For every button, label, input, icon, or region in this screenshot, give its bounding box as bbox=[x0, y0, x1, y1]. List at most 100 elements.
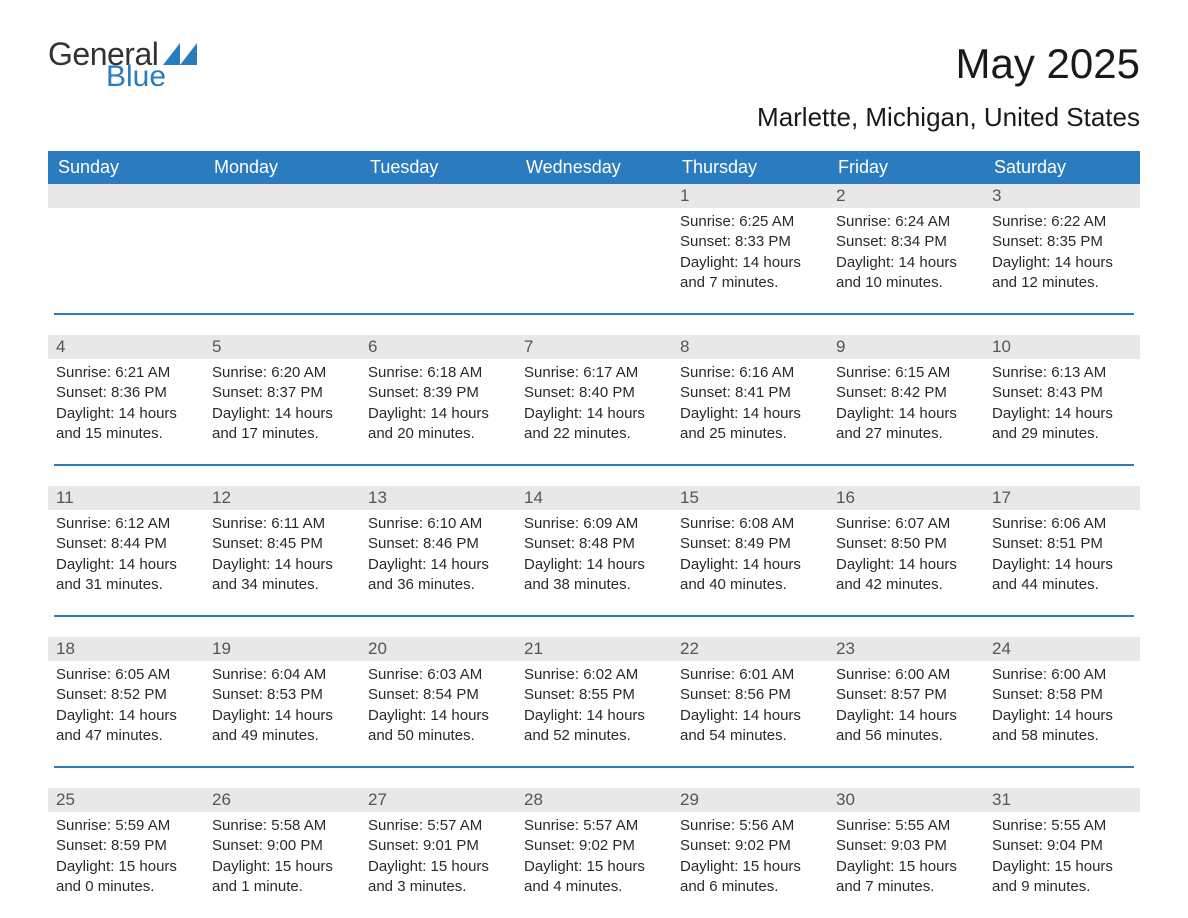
day-details: Sunrise: 6:18 AMSunset: 8:39 PMDaylight:… bbox=[366, 363, 510, 444]
day-sunrise: Sunrise: 6:17 AM bbox=[524, 363, 666, 383]
day-details: Sunrise: 6:12 AMSunset: 8:44 PMDaylight:… bbox=[54, 514, 198, 595]
calendar-day: 27 Sunrise: 5:57 AMSunset: 9:01 PMDayligh… bbox=[360, 788, 516, 917]
day-sunset: Sunset: 8:36 PM bbox=[56, 383, 198, 403]
empty-day-bar bbox=[516, 184, 672, 208]
calendar-day: 18 Sunrise: 6:05 AMSunset: 8:52 PMDayligh… bbox=[48, 637, 204, 766]
day-details: Sunrise: 6:04 AMSunset: 8:53 PMDaylight:… bbox=[210, 665, 354, 746]
day-sunrise: Sunrise: 5:57 AM bbox=[524, 816, 666, 836]
calendar-week: 4Sunrise: 6:21 AMSunset: 8:36 PMDaylight… bbox=[48, 335, 1140, 464]
calendar-day: 9Sunrise: 6:15 AMSunset: 8:42 PMDaylight… bbox=[828, 335, 984, 464]
day-details: Sunrise: 6:05 AMSunset: 8:52 PMDaylight:… bbox=[54, 665, 198, 746]
day-sunset: Sunset: 8:48 PM bbox=[524, 534, 666, 554]
weekday-header: Wednesday bbox=[516, 151, 672, 184]
weekday-header: Sunday bbox=[48, 151, 204, 184]
day-details: Sunrise: 6:03 AMSunset: 8:54 PMDaylight:… bbox=[366, 665, 510, 746]
calendar-day: 2Sunrise: 6:24 AMSunset: 8:34 PMDaylight… bbox=[828, 184, 984, 313]
day-sunset: Sunset: 8:55 PM bbox=[524, 685, 666, 705]
calendar-day: 25 Sunrise: 5:59 AMSunset: 8:59 PMDayligh… bbox=[48, 788, 204, 917]
day-number: 22 bbox=[672, 637, 828, 661]
calendar-header: SundayMondayTuesdayWednesdayThursdayFrid… bbox=[48, 151, 1140, 184]
day-sunset: Sunset: 8:59 PM bbox=[56, 836, 198, 856]
calendar-day: 14Sunrise: 6:09 AMSunset: 8:48 PMDayligh… bbox=[516, 486, 672, 615]
day-sunrise: Sunrise: 6:02 AM bbox=[524, 665, 666, 685]
calendar-week: 1 Sunrise: 6:25 AMSunset: 8:33 PMDaylight… bbox=[48, 184, 1140, 313]
calendar-day: 19 Sunrise: 6:04 AMSunset: 8:53 PMDayligh… bbox=[204, 637, 360, 766]
calendar-day: 30Sunrise: 5:55 AMSunset: 9:03 PMDayligh… bbox=[828, 788, 984, 917]
day-details: Sunrise: 6:16 AMSunset: 8:41 PMDaylight:… bbox=[678, 363, 822, 444]
calendar-day: 26Sunrise: 5:58 AMSunset: 9:00 PMDayligh… bbox=[204, 788, 360, 917]
empty-day-bar bbox=[48, 184, 204, 208]
day-details: Sunrise: 5:57 AMSunset: 9:02 PMDaylight:… bbox=[522, 816, 666, 897]
day-sunset: Sunset: 8:50 PM bbox=[836, 534, 978, 554]
day-sunset: Sunset: 8:53 PM bbox=[212, 685, 354, 705]
day-daylight: Daylight: 15 hours and 0 minutes. bbox=[56, 857, 198, 898]
day-sunset: Sunset: 8:34 PM bbox=[836, 232, 978, 252]
day-daylight: Daylight: 14 hours and 36 minutes. bbox=[368, 555, 510, 596]
day-number: 27 bbox=[360, 788, 516, 812]
day-daylight: Daylight: 14 hours and 7 minutes. bbox=[680, 253, 822, 294]
day-sunset: Sunset: 8:51 PM bbox=[992, 534, 1134, 554]
day-sunrise: Sunrise: 5:56 AM bbox=[680, 816, 822, 836]
day-details: Sunrise: 6:20 AMSunset: 8:37 PMDaylight:… bbox=[210, 363, 354, 444]
logo-text: General Blue bbox=[48, 40, 197, 90]
day-sunrise: Sunrise: 6:24 AM bbox=[836, 212, 978, 232]
day-details: Sunrise: 5:59 AMSunset: 8:59 PMDaylight:… bbox=[54, 816, 198, 897]
weekday-header: Saturday bbox=[984, 151, 1140, 184]
day-sunset: Sunset: 8:54 PM bbox=[368, 685, 510, 705]
day-number: 26 bbox=[204, 788, 360, 812]
day-details: Sunrise: 6:13 AMSunset: 8:43 PMDaylight:… bbox=[990, 363, 1134, 444]
day-sunset: Sunset: 9:04 PM bbox=[992, 836, 1134, 856]
empty-day-bar bbox=[204, 184, 360, 208]
calendar-day: 23Sunrise: 6:00 AMSunset: 8:57 PMDayligh… bbox=[828, 637, 984, 766]
calendar-day: 15Sunrise: 6:08 AMSunset: 8:49 PMDayligh… bbox=[672, 486, 828, 615]
calendar-day: 7Sunrise: 6:17 AMSunset: 8:40 PMDaylight… bbox=[516, 335, 672, 464]
calendar-day: 3Sunrise: 6:22 AMSunset: 8:35 PMDaylight… bbox=[984, 184, 1140, 313]
calendar-day: 28 Sunrise: 5:57 AMSunset: 9:02 PMDayligh… bbox=[516, 788, 672, 917]
header: General Blue May 2025 Marlette, Michigan… bbox=[48, 40, 1140, 133]
calendar-day: 31Sunrise: 5:55 AMSunset: 9:04 PMDayligh… bbox=[984, 788, 1140, 917]
day-number: 18 bbox=[48, 637, 204, 661]
day-daylight: Daylight: 14 hours and 52 minutes. bbox=[524, 706, 666, 747]
day-sunrise: Sunrise: 6:06 AM bbox=[992, 514, 1134, 534]
day-number: 25 bbox=[48, 788, 204, 812]
calendar-day: 20Sunrise: 6:03 AMSunset: 8:54 PMDayligh… bbox=[360, 637, 516, 766]
day-sunset: Sunset: 8:35 PM bbox=[992, 232, 1134, 252]
day-sunset: Sunset: 9:00 PM bbox=[212, 836, 354, 856]
day-sunrise: Sunrise: 6:22 AM bbox=[992, 212, 1134, 232]
day-daylight: Daylight: 14 hours and 58 minutes. bbox=[992, 706, 1134, 747]
day-details: Sunrise: 6:06 AMSunset: 8:51 PMDaylight:… bbox=[990, 514, 1134, 595]
week-separator bbox=[48, 766, 1140, 788]
day-sunrise: Sunrise: 5:58 AM bbox=[212, 816, 354, 836]
calendar-day bbox=[360, 184, 516, 313]
calendar-day: 29Sunrise: 5:56 AMSunset: 9:02 PMDayligh… bbox=[672, 788, 828, 917]
day-number: 28 bbox=[516, 788, 672, 812]
calendar-day: 21 Sunrise: 6:02 AMSunset: 8:55 PMDayligh… bbox=[516, 637, 672, 766]
day-sunrise: Sunrise: 6:01 AM bbox=[680, 665, 822, 685]
day-number: 30 bbox=[828, 788, 984, 812]
day-number: 8 bbox=[672, 335, 828, 359]
day-details: Sunrise: 5:57 AMSunset: 9:01 PMDaylight:… bbox=[366, 816, 510, 897]
empty-day-bar bbox=[360, 184, 516, 208]
day-details: Sunrise: 6:08 AMSunset: 8:49 PMDaylight:… bbox=[678, 514, 822, 595]
day-daylight: Daylight: 14 hours and 15 minutes. bbox=[56, 404, 198, 445]
day-sunrise: Sunrise: 6:00 AM bbox=[992, 665, 1134, 685]
day-daylight: Daylight: 14 hours and 29 minutes. bbox=[992, 404, 1134, 445]
day-daylight: Daylight: 15 hours and 9 minutes. bbox=[992, 857, 1134, 898]
day-number: 31 bbox=[984, 788, 1140, 812]
day-number: 19 bbox=[204, 637, 360, 661]
day-number: 21 bbox=[516, 637, 672, 661]
day-number: 3 bbox=[984, 184, 1140, 208]
day-sunrise: Sunrise: 6:09 AM bbox=[524, 514, 666, 534]
weekday-header: Tuesday bbox=[360, 151, 516, 184]
day-sunrise: Sunrise: 6:13 AM bbox=[992, 363, 1134, 383]
day-sunset: Sunset: 8:33 PM bbox=[680, 232, 822, 252]
month-title: May 2025 bbox=[757, 40, 1140, 88]
day-sunrise: Sunrise: 6:07 AM bbox=[836, 514, 978, 534]
day-sunrise: Sunrise: 6:21 AM bbox=[56, 363, 198, 383]
day-details: Sunrise: 6:15 AMSunset: 8:42 PMDaylight:… bbox=[834, 363, 978, 444]
day-number: 14 bbox=[516, 486, 672, 510]
day-sunrise: Sunrise: 6:25 AM bbox=[680, 212, 822, 232]
calendar-day: 12Sunrise: 6:11 AMSunset: 8:45 PMDayligh… bbox=[204, 486, 360, 615]
day-number: 1 bbox=[672, 184, 828, 208]
weekday-header: Monday bbox=[204, 151, 360, 184]
